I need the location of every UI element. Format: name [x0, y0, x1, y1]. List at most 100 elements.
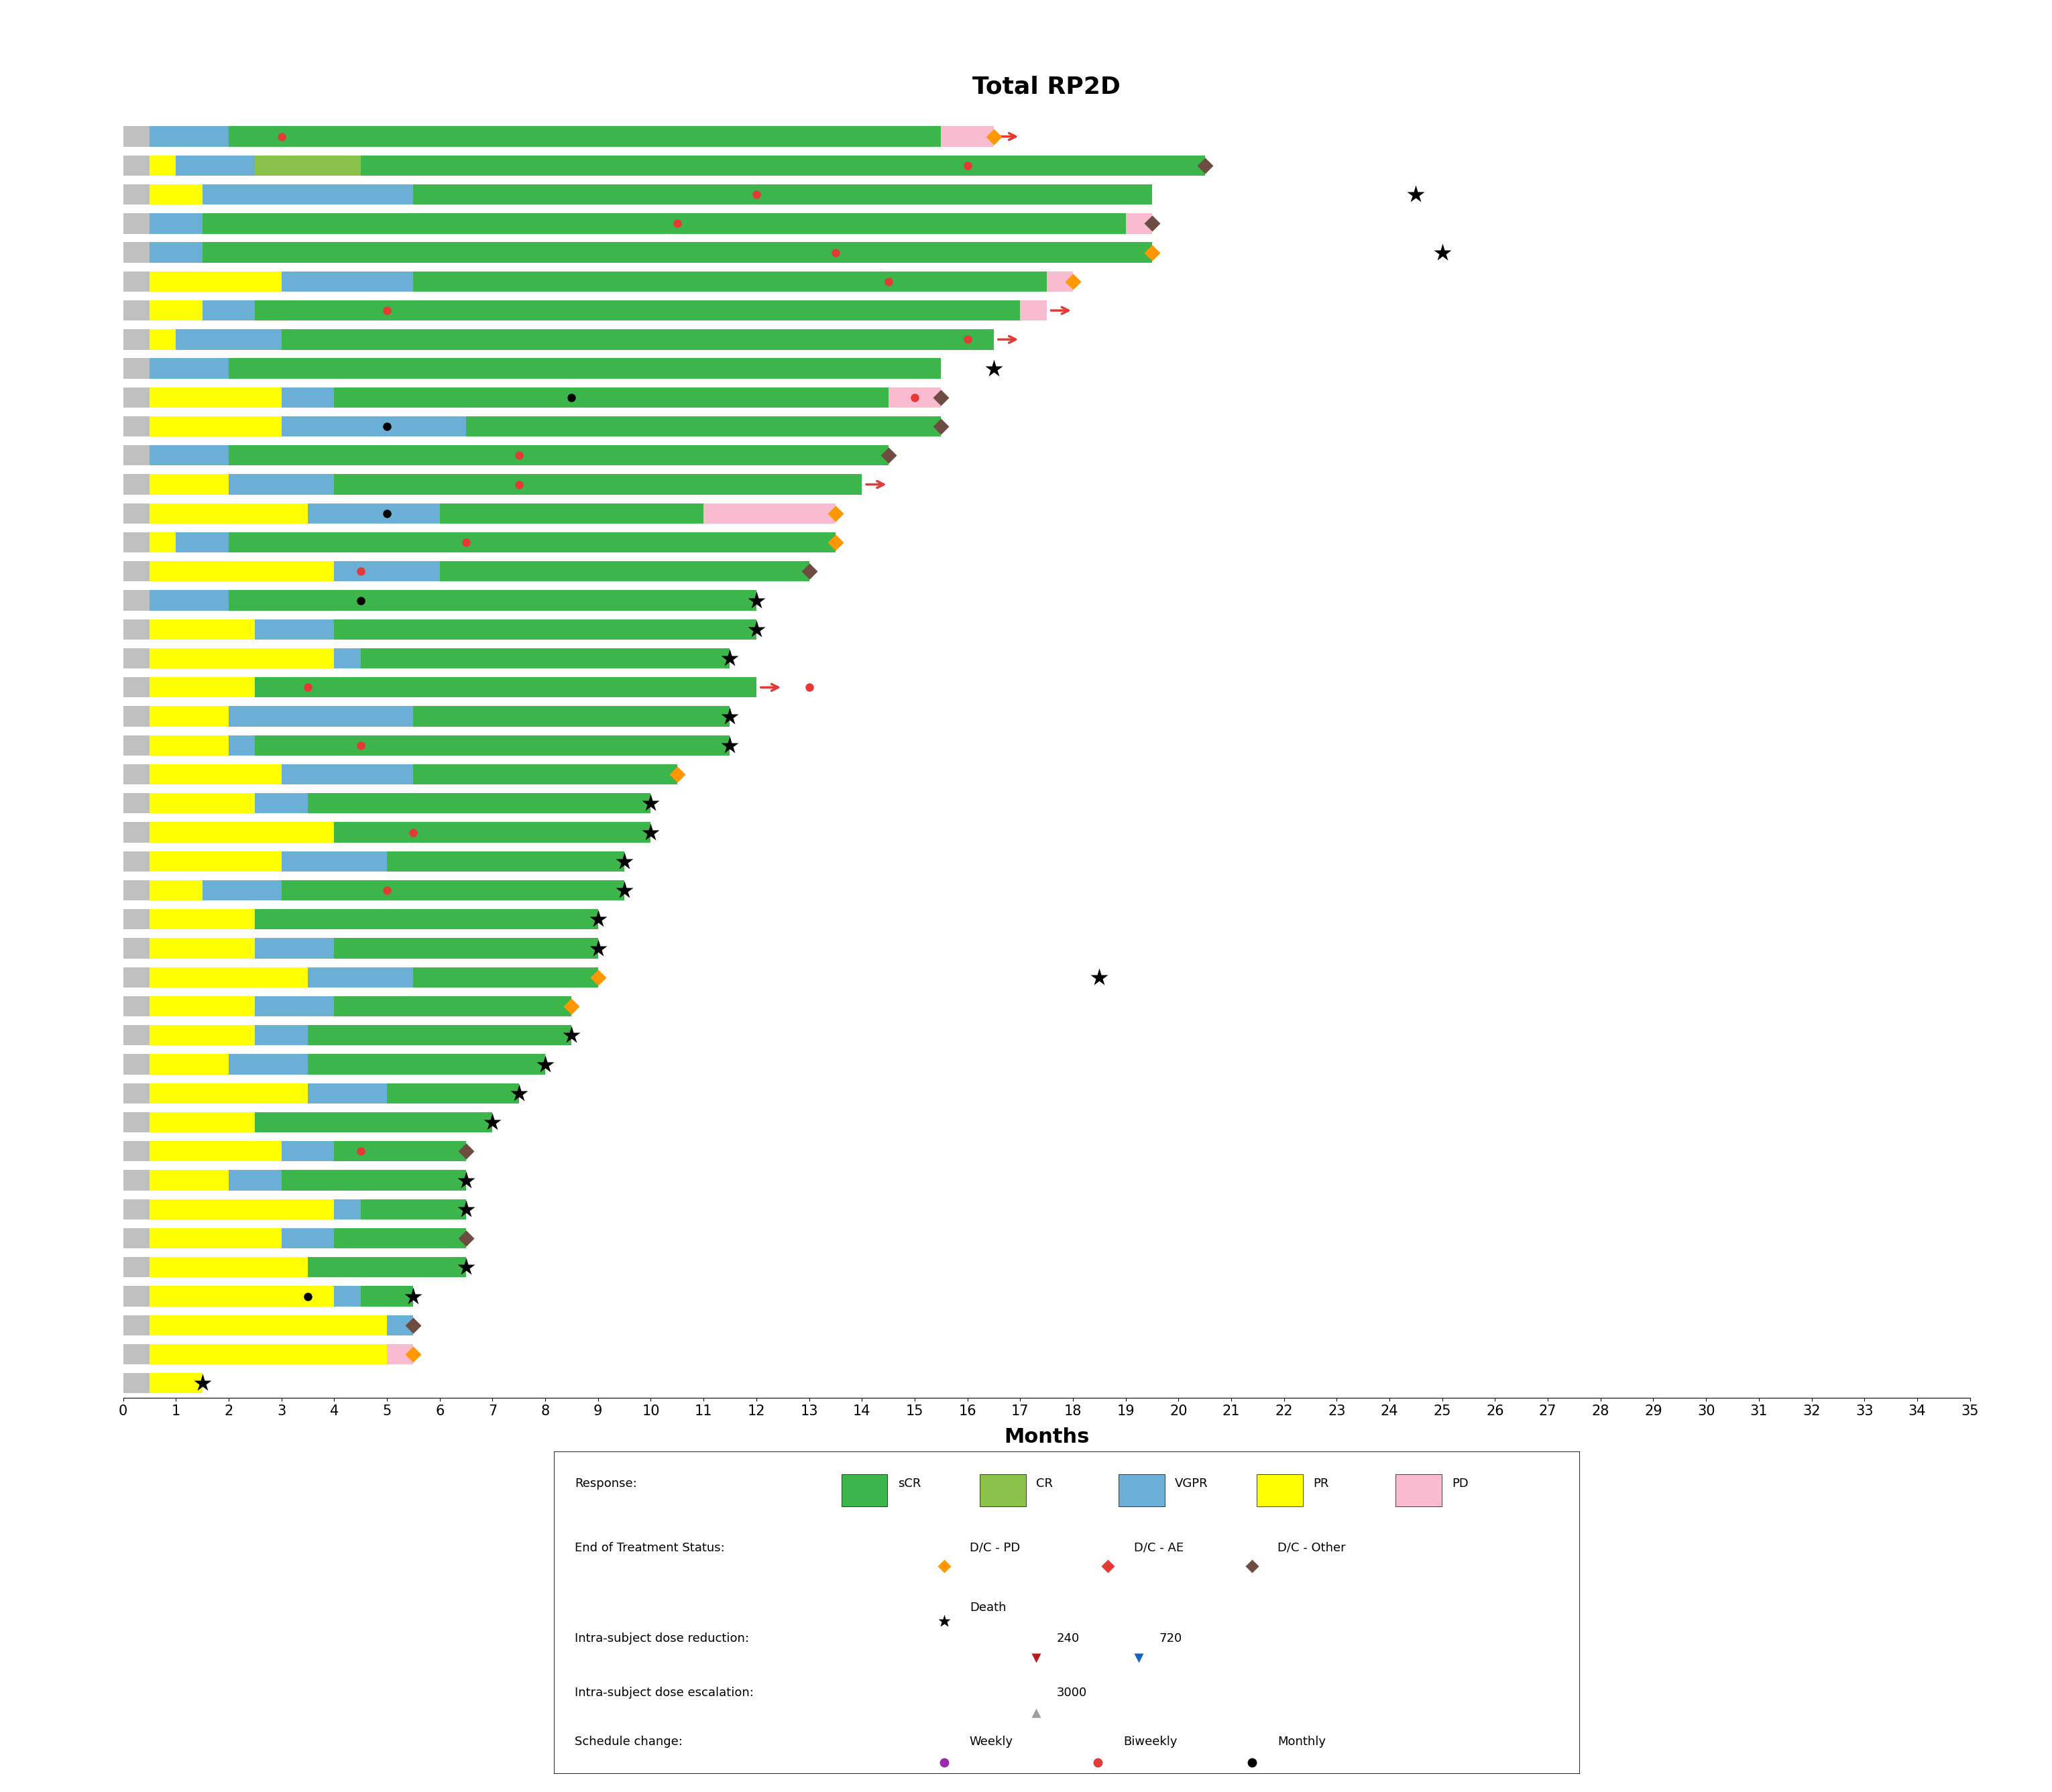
Text: VGPR: VGPR: [1176, 1477, 1209, 1489]
Bar: [150, 823, 334, 842]
Bar: [150, 1025, 254, 1045]
Bar: [150, 794, 254, 814]
Bar: [439, 561, 808, 582]
Bar: [150, 242, 203, 263]
Bar: [123, 330, 150, 349]
Bar: [123, 851, 150, 871]
Bar: [123, 127, 150, 147]
Bar: [123, 1025, 150, 1045]
Bar: [334, 1199, 361, 1219]
Text: Biweekly: Biweekly: [1124, 1735, 1178, 1747]
Bar: [439, 504, 704, 523]
Bar: [123, 213, 150, 233]
Bar: [123, 156, 150, 176]
Bar: [150, 1315, 388, 1335]
Bar: [308, 504, 439, 523]
Bar: [281, 763, 412, 785]
Bar: [150, 1344, 388, 1364]
Bar: [123, 1315, 150, 1335]
Bar: [150, 649, 334, 668]
Bar: [123, 1054, 150, 1075]
Text: D/C - Other: D/C - Other: [1276, 1541, 1346, 1554]
Bar: [150, 1287, 334, 1306]
Bar: [123, 996, 150, 1016]
Bar: [150, 127, 228, 147]
Bar: [228, 1170, 281, 1190]
Bar: [388, 1315, 412, 1335]
Bar: [123, 1199, 150, 1219]
Bar: [123, 677, 150, 697]
Bar: [203, 880, 281, 901]
Text: CR: CR: [1036, 1477, 1053, 1489]
Bar: [308, 1025, 573, 1045]
Bar: [281, 416, 466, 437]
Bar: [412, 706, 731, 726]
Text: Schedule change:: Schedule change:: [575, 1735, 683, 1747]
Bar: [228, 735, 254, 756]
Bar: [361, 1287, 412, 1306]
Bar: [254, 1025, 308, 1045]
X-axis label: Months: Months: [1003, 1426, 1090, 1446]
Bar: [388, 851, 624, 871]
Bar: [254, 735, 731, 756]
Bar: [123, 794, 150, 814]
Bar: [388, 1344, 412, 1364]
Bar: [841, 1475, 886, 1507]
Bar: [361, 649, 731, 668]
Bar: [150, 763, 281, 785]
Bar: [254, 996, 334, 1016]
Bar: [981, 1475, 1026, 1507]
Bar: [150, 968, 308, 987]
Bar: [254, 620, 334, 640]
Title: Total RP2D: Total RP2D: [973, 75, 1120, 99]
Bar: [412, 271, 1047, 292]
Bar: [1047, 271, 1073, 292]
Bar: [150, 532, 176, 552]
Bar: [150, 1258, 308, 1278]
Bar: [123, 504, 150, 523]
Bar: [281, 1228, 334, 1249]
Bar: [123, 242, 150, 263]
Bar: [281, 1142, 334, 1161]
Bar: [228, 706, 412, 726]
Bar: [1020, 301, 1047, 321]
Bar: [150, 1142, 281, 1161]
Bar: [228, 1054, 308, 1075]
Text: 720: 720: [1159, 1633, 1182, 1645]
Bar: [150, 1373, 203, 1394]
Bar: [150, 1054, 228, 1075]
Bar: [123, 620, 150, 640]
Bar: [254, 909, 597, 930]
Bar: [1395, 1475, 1441, 1507]
Bar: [123, 1142, 150, 1161]
Bar: [412, 968, 597, 987]
Text: D/C - PD: D/C - PD: [971, 1541, 1020, 1554]
Bar: [334, 1142, 466, 1161]
Bar: [281, 330, 993, 349]
Bar: [150, 1170, 228, 1190]
Bar: [254, 794, 308, 814]
Text: sCR: sCR: [897, 1477, 921, 1489]
Bar: [308, 1054, 546, 1075]
Bar: [228, 444, 889, 466]
Bar: [150, 504, 308, 523]
Bar: [281, 387, 334, 407]
Bar: [254, 156, 361, 176]
Bar: [361, 1199, 466, 1219]
Bar: [123, 271, 150, 292]
Bar: [123, 185, 150, 204]
Bar: [150, 387, 281, 407]
Text: Intra-subject dose escalation:: Intra-subject dose escalation:: [575, 1686, 753, 1699]
Bar: [203, 301, 254, 321]
Bar: [466, 416, 942, 437]
Bar: [123, 1287, 150, 1306]
Text: Response:: Response:: [575, 1477, 636, 1489]
Bar: [334, 387, 889, 407]
Bar: [123, 763, 150, 785]
Bar: [254, 301, 1020, 321]
Bar: [334, 996, 573, 1016]
Bar: [150, 851, 281, 871]
Bar: [150, 909, 254, 930]
Text: PR: PR: [1313, 1477, 1330, 1489]
Bar: [889, 387, 942, 407]
